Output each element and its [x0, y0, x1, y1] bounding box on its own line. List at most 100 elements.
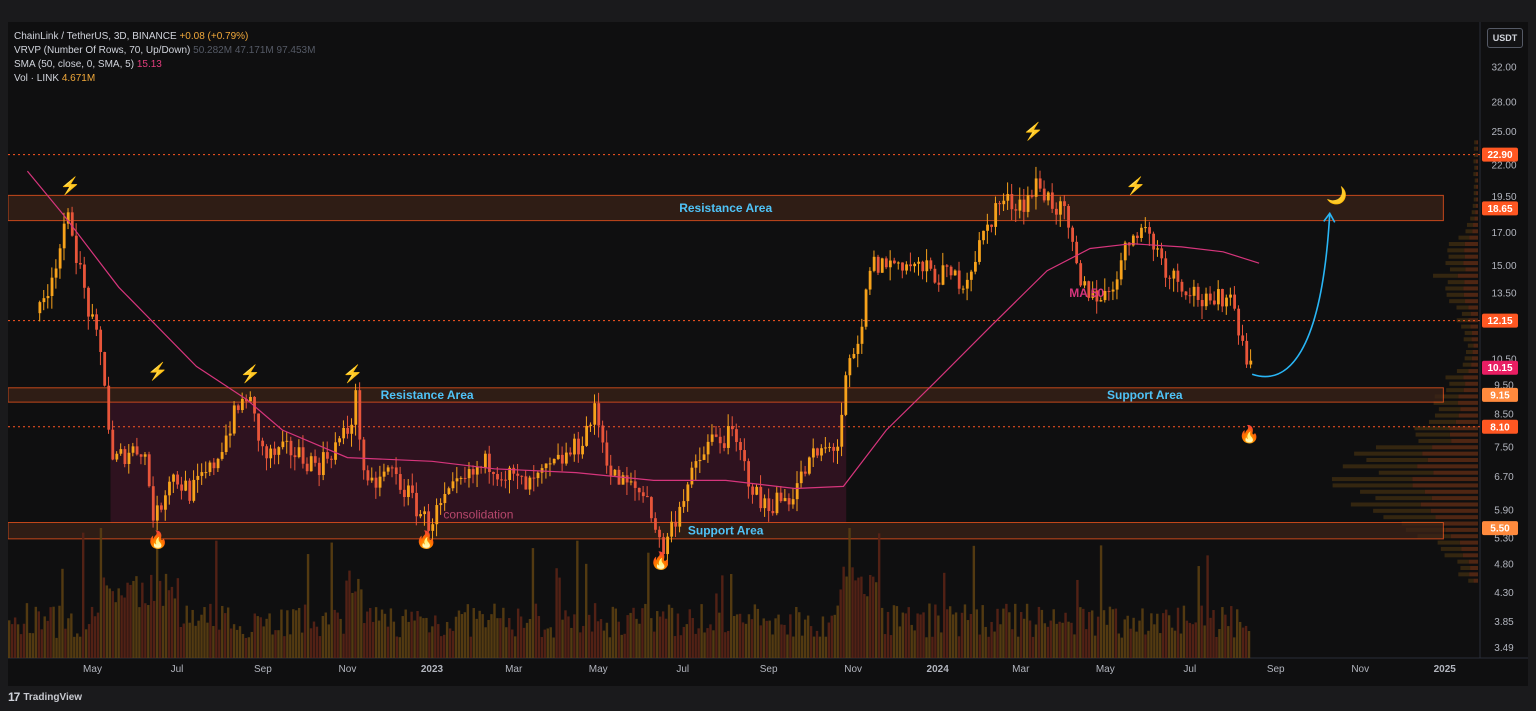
volume-bar [73, 636, 76, 658]
candle-body-down [1168, 277, 1172, 279]
volume-bar [727, 630, 730, 658]
volume-profile-bar-up [1378, 470, 1434, 475]
legend-symbol-row[interactable]: ChainLink / TetherUS, 3D, BINANCE +0.08 … [14, 30, 315, 44]
volume-bar [152, 600, 156, 658]
volume-bar [434, 615, 437, 658]
volume-bar [173, 598, 177, 658]
candle-body-down [743, 450, 746, 462]
volume-bar [1049, 620, 1052, 658]
volume-bar [454, 616, 458, 658]
candle-body-up [1131, 235, 1135, 246]
chart-frame[interactable]: 36.0032.0028.0025.0022.0019.5017.0015.00… [8, 22, 1528, 686]
volume-bar [22, 623, 26, 658]
volume-bar [768, 620, 771, 658]
volume-bar [478, 610, 481, 658]
candle-body-up [42, 298, 46, 303]
candle-body-down [265, 446, 269, 459]
volume-bar [806, 615, 810, 658]
volume-bar [940, 632, 943, 658]
price-tag-label: 12.15 [1487, 316, 1512, 327]
volume-profile-bar-up [1433, 400, 1459, 405]
candle-body-up [467, 469, 471, 479]
candle-body-down [516, 473, 520, 476]
candle-body-up [540, 468, 544, 473]
volume-bar [750, 619, 754, 658]
volume-bar [1090, 610, 1094, 658]
candle-body-up [240, 398, 244, 411]
volume-bar [1114, 608, 1118, 658]
zone-label: Resistance Area [381, 388, 474, 402]
candle-body-up [710, 434, 714, 442]
volume-bar [617, 621, 620, 658]
volume-bar [93, 616, 97, 658]
volume-bar [815, 630, 819, 658]
candle-body-down [273, 448, 277, 455]
volume-profile-bar-down [1420, 502, 1478, 507]
candle-body-up [1225, 297, 1228, 307]
volume-bar [706, 628, 709, 658]
candle-body-down [1038, 178, 1042, 189]
volume-bar [499, 618, 502, 658]
candle-body-up [1099, 300, 1103, 302]
candle-body-up [277, 447, 281, 455]
volume-bar [1170, 627, 1174, 658]
legend-sma-row[interactable]: SMA (50, close, 0, SMA, 5) 15.13 [14, 58, 315, 72]
currency-unit-button[interactable]: USDT [1487, 28, 1523, 48]
candle-body-up [155, 505, 159, 521]
fire-icon: 🔥 [416, 529, 437, 549]
legend-vrvp-row[interactable]: VRVP (Number Of Rows, 70, Up/Down) 50.28… [14, 44, 315, 58]
volume-bar [475, 618, 478, 658]
volume-bar [688, 609, 691, 658]
candle-body-up [783, 498, 787, 502]
volume-bar [389, 608, 393, 658]
volume-bar [534, 603, 538, 658]
volume-bar [1034, 624, 1038, 658]
volume-profile-bar-up [1415, 432, 1450, 437]
candle-body-up [1123, 242, 1127, 261]
volume-profile-bar-up [1447, 280, 1465, 285]
volume-profile-bar-up [1375, 445, 1433, 450]
volume-bar [833, 614, 836, 658]
volume-profile-bar-down [1475, 159, 1478, 164]
volume-bar [585, 563, 588, 658]
candle-body-down [990, 224, 994, 227]
candle-body-up [451, 481, 455, 489]
volume-bar [176, 578, 180, 658]
legend-vol-row[interactable]: Vol · LINK 4.671M [14, 72, 315, 86]
volume-bar [309, 628, 313, 658]
candle-body-up [1216, 289, 1220, 305]
volume-bar [623, 633, 626, 658]
volume-profile-bar-up [1331, 477, 1413, 482]
volume-profile-bar-down [1476, 165, 1478, 170]
volume-bar [339, 618, 342, 658]
volume-bar [599, 619, 603, 658]
candle-body-up [925, 260, 929, 272]
volume-bar [1022, 618, 1026, 658]
volume-bar [922, 612, 925, 658]
volume-bar [644, 603, 647, 658]
price-chart[interactable]: 36.0032.0028.0025.0022.0019.5017.0015.00… [8, 22, 1528, 686]
volume-profile-bar-down [1470, 324, 1478, 329]
volume-profile-bar-down [1463, 292, 1478, 297]
volume-bar [1120, 637, 1123, 658]
volume-profile-bar-down [1463, 261, 1478, 266]
volume-bar [809, 626, 813, 658]
volume-bar [1019, 612, 1023, 658]
candle-body-up [953, 270, 957, 276]
tradingview-brand[interactable]: 17 TradingView [8, 689, 82, 705]
candle-body-up [726, 426, 730, 448]
price-tag [1482, 360, 1518, 375]
candle-body-down [74, 235, 78, 263]
volume-bar [999, 624, 1002, 658]
volume-bar [221, 605, 224, 658]
volume-profile-bar-up [1465, 229, 1473, 234]
candle-body-down [87, 287, 90, 317]
volume-bar [1132, 617, 1135, 658]
volume-bar [1191, 624, 1195, 658]
volume-bar [928, 603, 931, 658]
candle-body-up [249, 396, 252, 402]
candle-body-up [1111, 289, 1115, 292]
volume-bar [561, 619, 564, 658]
time-tick-label: May [589, 664, 608, 675]
volume-bar [1117, 633, 1121, 658]
